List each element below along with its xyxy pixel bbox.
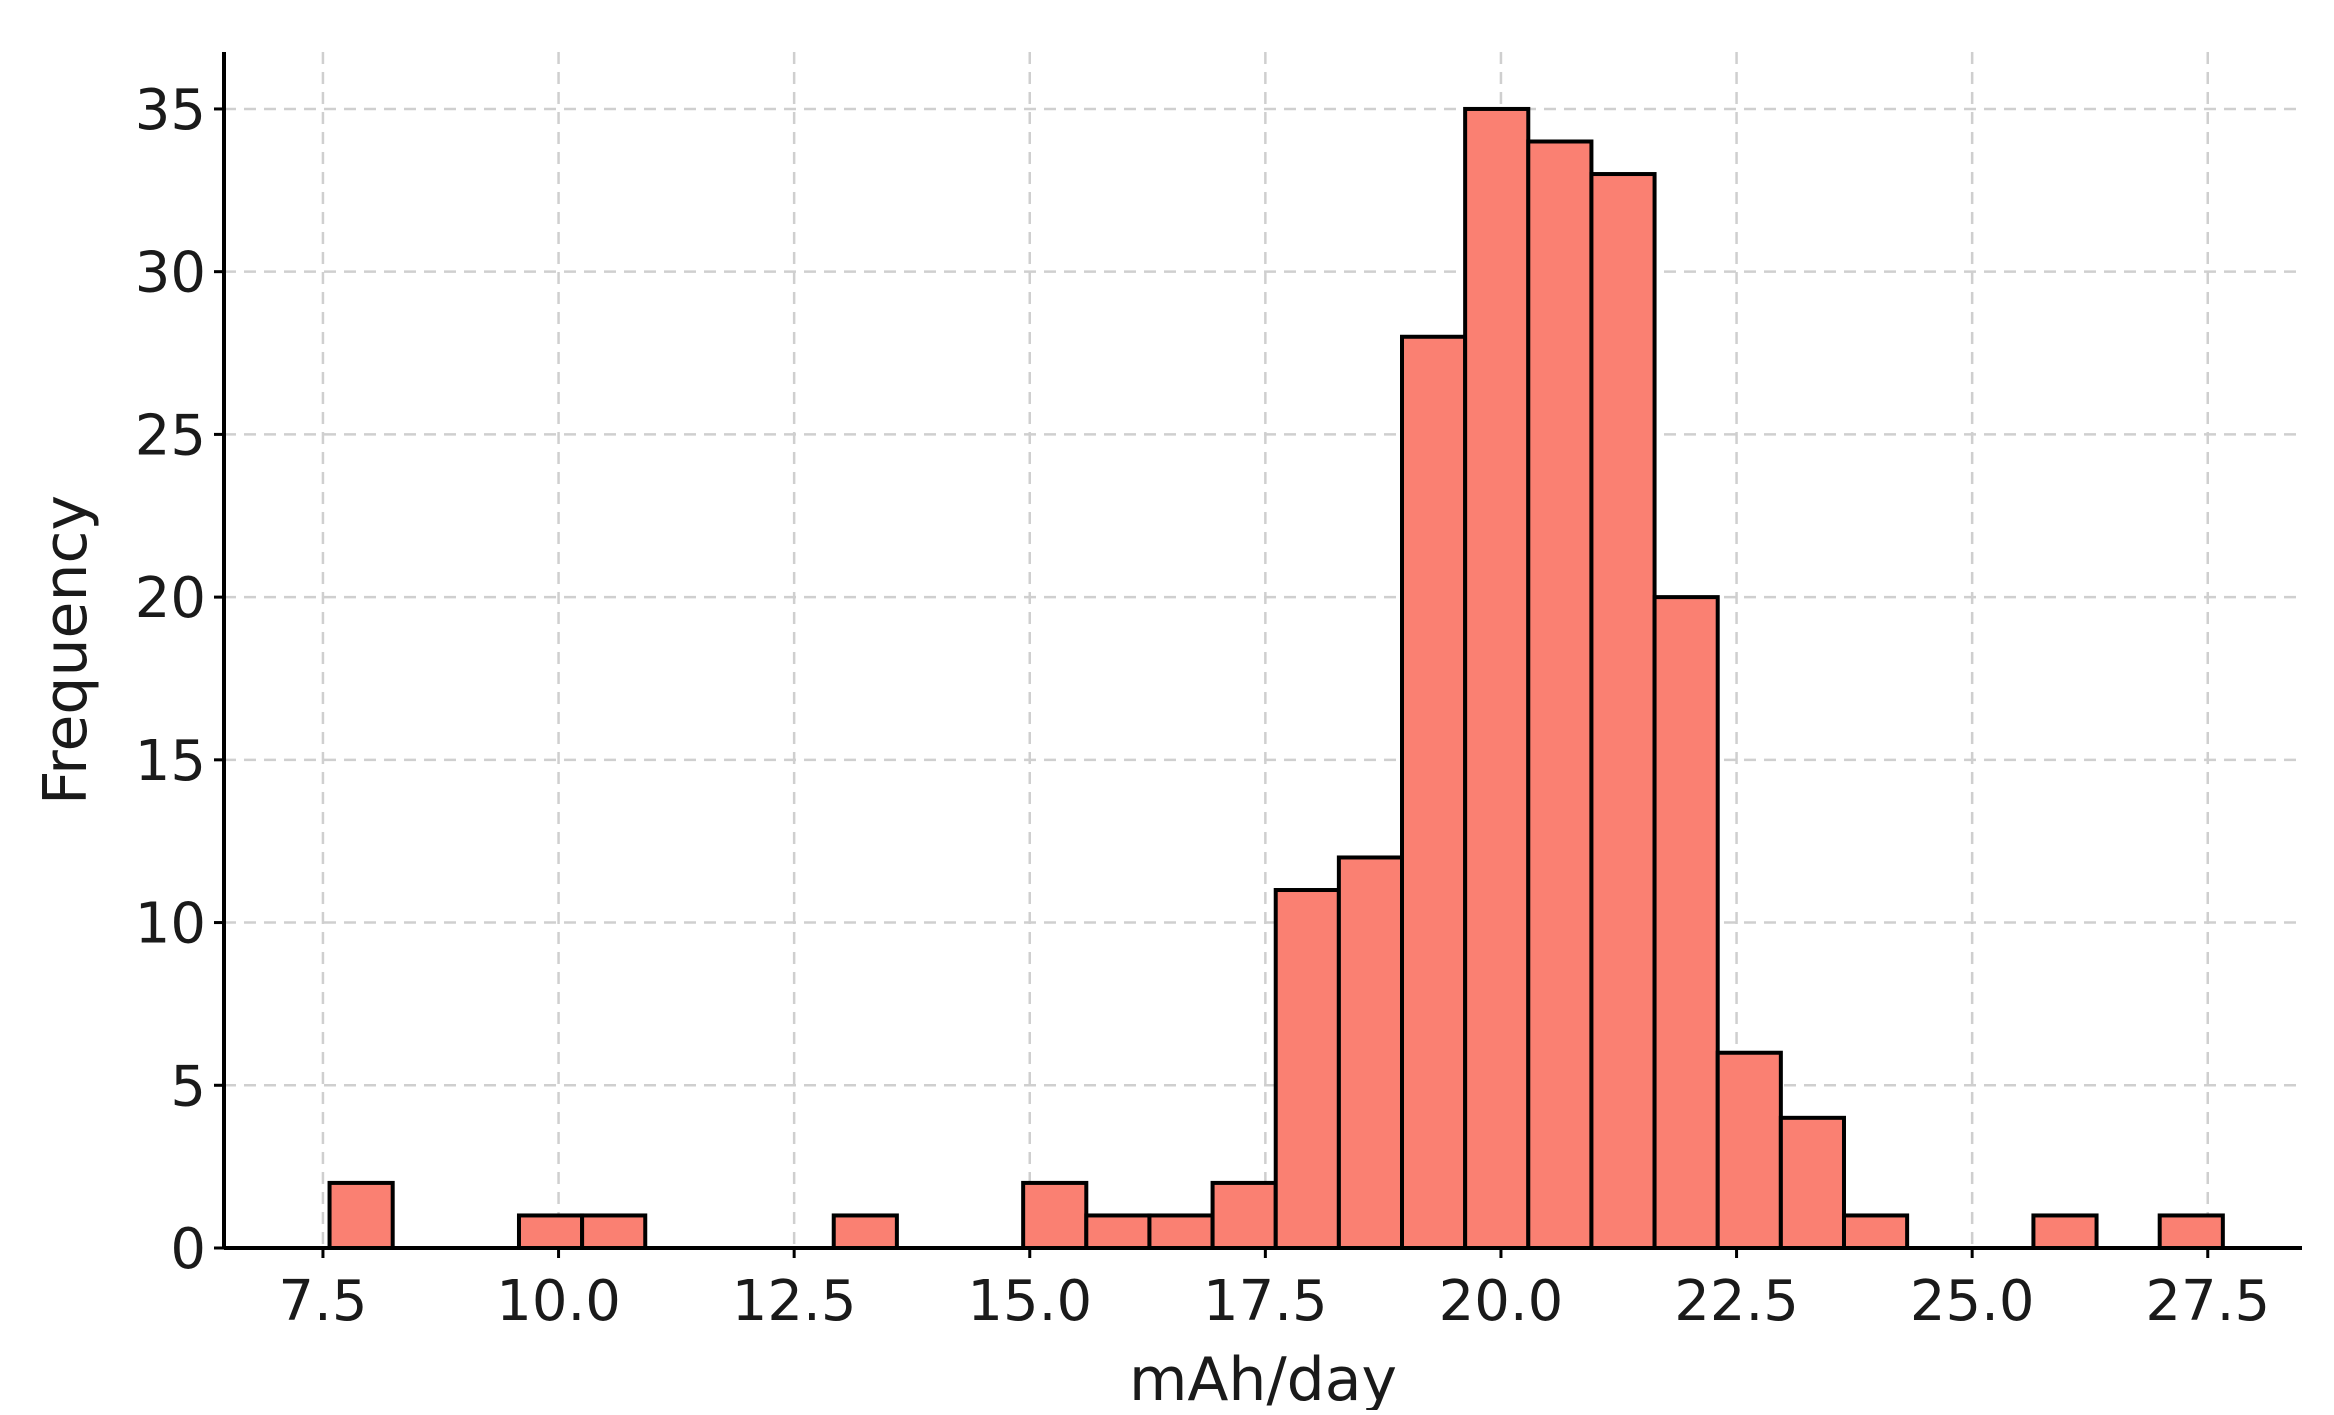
histogram-bar <box>1273 888 1341 1250</box>
histogram-bar <box>1526 139 1594 1251</box>
x-axis-label: mAh/day <box>1129 1345 1397 1410</box>
y-tick-label: 20 <box>135 566 206 631</box>
x-tick-label: 15.0 <box>967 1269 1092 1334</box>
bars-layer <box>327 106 2225 1251</box>
grid-layer <box>224 52 2302 1250</box>
histogram-bar <box>1778 1115 1846 1250</box>
histogram-bar <box>1841 1213 1910 1251</box>
histogram-bar <box>1400 334 1468 1250</box>
x-tick-label: 10.0 <box>496 1269 621 1334</box>
histogram-bar <box>1715 1050 1783 1251</box>
x-tick-label: 25.0 <box>1910 1269 2035 1334</box>
axes-layer: 7.5 10.0 12.5 15.0 17.5 20.0 22.5 25.0 27.5 0 5 10 1… <box>135 52 2302 1334</box>
x-tick-label: 12.5 <box>732 1269 857 1334</box>
histogram-bar <box>1652 595 1720 1250</box>
labels-layer: mAh/day Frequency <box>31 495 1397 1415</box>
histogram-bar <box>2157 1213 2225 1251</box>
histogram-bar <box>1463 106 1531 1250</box>
histogram-bar <box>831 1213 899 1251</box>
histogram-bar <box>1210 1180 1278 1251</box>
x-tick-label: 20.0 <box>1439 1269 1564 1334</box>
histogram-bar <box>580 1213 648 1251</box>
y-tick-label: 30 <box>135 241 206 306</box>
x-tick-label: 22.5 <box>1674 1269 1799 1334</box>
y-tick-label: 10 <box>135 892 206 957</box>
histogram-bar <box>2031 1213 2099 1251</box>
histogram-bar <box>1084 1213 1152 1251</box>
y-tick-label: 0 <box>170 1217 206 1282</box>
x-tick-label: 17.5 <box>1203 1269 1328 1334</box>
histogram-bar <box>1021 1180 1089 1251</box>
histogram-bar <box>1147 1213 1215 1251</box>
histogram-bar <box>1336 855 1405 1250</box>
y-tick-label: 35 <box>135 78 206 143</box>
y-axis-label: Frequency <box>31 495 101 805</box>
histogram-bar <box>1589 172 1657 1251</box>
x-tick-label: 7.5 <box>278 1269 367 1334</box>
y-tick-label: 25 <box>135 403 206 468</box>
histogram-bar <box>516 1213 585 1251</box>
x-tick-label: 27.5 <box>2145 1269 2270 1334</box>
y-tick-label: 15 <box>135 729 206 794</box>
histogram-bar <box>327 1180 395 1251</box>
y-tick-label: 5 <box>170 1054 206 1119</box>
